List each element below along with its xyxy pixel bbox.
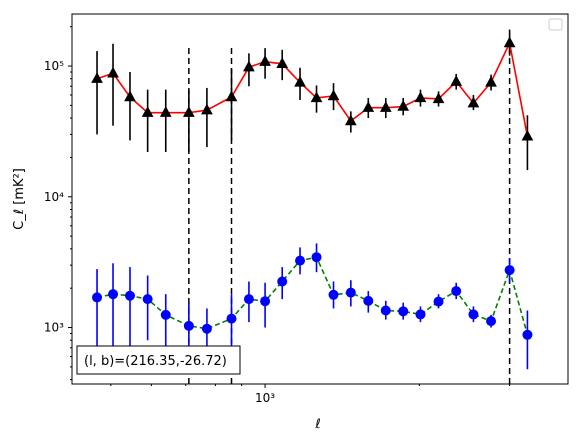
triangle-marker (141, 106, 154, 117)
triangle-marker (467, 96, 480, 108)
x-tick-label: 10³ (255, 391, 275, 405)
triangle-marker (294, 75, 306, 87)
triangle-marker (450, 75, 463, 86)
circle-marker (433, 296, 444, 307)
triangle-marker (310, 91, 323, 103)
circle-marker (243, 294, 254, 305)
plot-background (72, 14, 568, 384)
circle-marker (415, 309, 426, 320)
circle-marker (183, 320, 194, 331)
circle-marker (142, 294, 153, 305)
triangle-marker (243, 60, 255, 72)
triangle-marker (124, 90, 136, 102)
circle-marker (398, 306, 409, 317)
triangle-marker (201, 103, 213, 115)
series-1 (92, 243, 533, 370)
triangle-marker (485, 75, 497, 87)
circle-marker (295, 255, 306, 266)
triangle-marker (259, 55, 271, 66)
series-0 (91, 29, 534, 171)
triangle-marker (379, 101, 392, 112)
triangle-marker (91, 72, 103, 83)
triangle-marker (159, 106, 172, 117)
circle-marker (328, 289, 339, 300)
circle-marker (311, 252, 322, 263)
annotation-text: (l, b)=(216.35,-26.72) (84, 354, 227, 369)
circle-marker (504, 265, 515, 276)
annotation-frame (76, 345, 241, 375)
empty-legend (548, 18, 563, 31)
data-layer (91, 29, 534, 384)
triangle-marker (183, 106, 195, 117)
circle-marker (468, 309, 479, 320)
triangle-marker (276, 57, 289, 69)
triangle-marker (362, 101, 375, 112)
circle-marker (201, 323, 212, 334)
triangle-marker (503, 36, 516, 48)
triangle-marker (225, 90, 238, 102)
circle-marker (345, 287, 356, 298)
triangle-marker (521, 129, 534, 141)
triangle-marker (397, 100, 410, 111)
legend-box (548, 18, 563, 31)
circle-marker (92, 292, 103, 303)
triangle-marker (344, 114, 357, 126)
x-axis-label: ℓ (314, 417, 320, 432)
axes-layer: 10³ 10⁴ 10⁵ 10³ (44, 26, 511, 405)
annotation-box: (l, b)=(216.35,-26.72) (76, 345, 241, 375)
circle-marker (363, 295, 374, 306)
circle-marker (451, 286, 462, 297)
circle-marker (380, 305, 391, 316)
circle-marker (486, 316, 497, 327)
circle-marker (124, 290, 135, 301)
circle-marker (522, 329, 533, 340)
y-axis-label: C_ℓ [mK²] (12, 168, 27, 230)
triangle-marker (107, 66, 119, 78)
plot-frame (71, 13, 569, 385)
circle-marker (226, 313, 237, 324)
y-tick-label: 10⁵ (44, 59, 64, 73)
circle-marker (277, 276, 288, 287)
circle-marker (260, 296, 271, 307)
y-tick-label: 10³ (44, 321, 64, 335)
circle-marker (160, 309, 171, 320)
y-tick-label: 10⁴ (44, 190, 64, 204)
triangle-marker (432, 92, 445, 104)
triangle-marker (414, 91, 427, 103)
circle-marker (108, 289, 119, 300)
triangle-marker (327, 89, 340, 101)
